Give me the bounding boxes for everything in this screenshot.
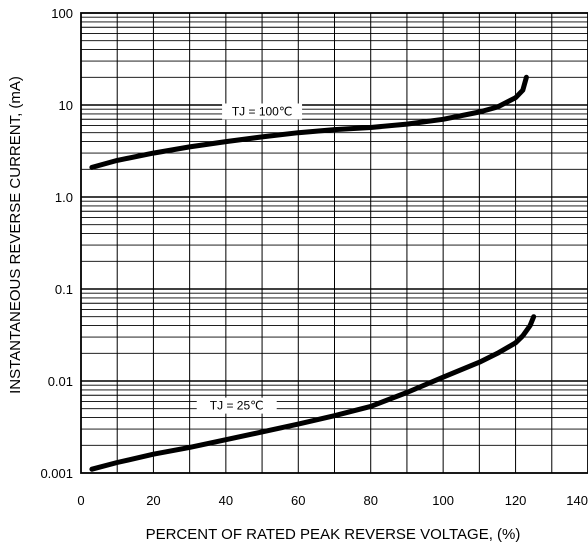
annotations: TJ = 100℃ TJ = 25℃ (196, 103, 303, 414)
y-tick-label: 1.0 (55, 190, 73, 205)
x-tick-label: 40 (219, 493, 233, 508)
x-tick-labels: 0 20 40 60 80 100 120 140 (77, 493, 588, 508)
x-tick-label: 20 (146, 493, 160, 508)
series-line-2 (89, 314, 537, 472)
y-tick-label: 10 (59, 98, 73, 113)
series-line-1 (89, 74, 529, 170)
x-tick-label: 80 (363, 493, 377, 508)
annotation-label: TJ = 100℃ (232, 104, 293, 118)
y-axis-label: INSTANTANEOUS REVERSE CURRENT, (mA) (7, 76, 24, 394)
x-tick-label: 60 (291, 493, 305, 508)
x-tick-label: 120 (505, 493, 527, 508)
grid (81, 13, 588, 473)
y-tick-label: 0.001 (40, 466, 73, 481)
x-axis-label: PERCENT OF RATED PEAK REVERSE VOLTAGE, (… (146, 526, 521, 543)
x-tick-label: 0 (77, 493, 84, 508)
plot-border (80, 12, 588, 474)
y-tick-label: 0.01 (48, 374, 73, 389)
series-group (89, 74, 537, 472)
y-tick-label: 100 (51, 6, 73, 21)
annotation-bg (222, 103, 303, 120)
x-tick-label: 140 (566, 493, 588, 508)
annotation-label: TJ = 25℃ (210, 399, 264, 413)
plot-frame (80, 12, 588, 474)
y-tick-label: 0.1 (55, 282, 73, 297)
annotation-bg (196, 397, 277, 414)
y-tick-labels: 0.001 0.01 0.1 1.0 10 100 (40, 6, 73, 481)
x-tick-label: 100 (432, 493, 454, 508)
